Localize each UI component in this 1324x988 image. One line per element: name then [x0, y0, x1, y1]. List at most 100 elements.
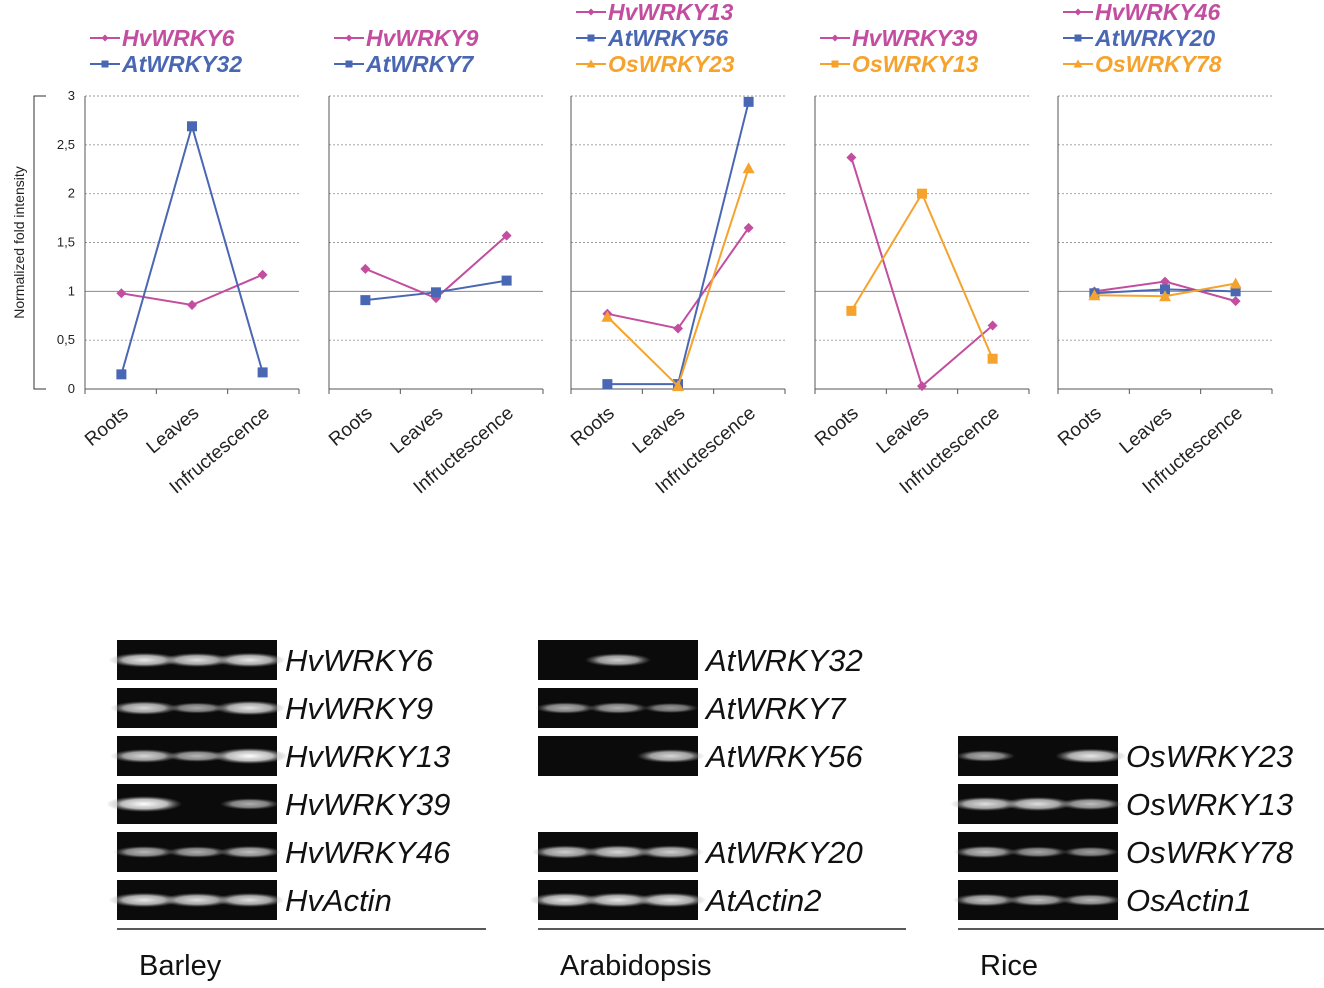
data-point	[360, 263, 371, 274]
category-label: Leaves	[629, 403, 689, 458]
category-label: Leaves	[873, 403, 933, 458]
category-label: Roots	[811, 403, 863, 451]
species-label: Rice	[980, 950, 1038, 982]
legend-marker	[831, 34, 839, 42]
gel-band	[218, 845, 282, 859]
gel-band	[211, 748, 288, 764]
data-point	[116, 288, 127, 299]
data-point	[116, 369, 127, 380]
data-point	[187, 121, 197, 132]
gel-band	[166, 750, 228, 762]
gel-band	[637, 845, 704, 859]
data-point	[743, 222, 754, 233]
gel-band	[636, 749, 705, 763]
legend-entry: HvWRKY46	[1095, 0, 1220, 25]
legend-marker	[1074, 34, 1082, 42]
gel-panel-barley: HvWRKY6 HvWRKY9 HvWRKY13 HvWRKY39 HvWRKY46 Hv…	[106, 640, 486, 982]
data-point	[743, 96, 754, 107]
category-label: Roots	[567, 403, 619, 451]
data-point	[187, 300, 197, 311]
legend-marker	[345, 34, 353, 42]
gel-band	[106, 796, 183, 812]
gel-band	[162, 892, 232, 908]
species-label: Barley	[139, 950, 222, 982]
category-label: Roots	[81, 403, 133, 451]
gel-row-label: HvActin	[285, 883, 392, 918]
gel-row-label: OsWRKY13	[1126, 787, 1293, 822]
series-line-AtWRKY32	[120, 122, 264, 375]
legend-marker	[831, 60, 839, 68]
chart-panel-4: Roots LeavesInfructescenceHvWRKY39OsWRKY1…	[811, 25, 1030, 498]
gel-panel-arabidopsis: AtWRKY32 AtWRKY7 AtWRKY56 AtWRKY20 AtActin2 A…	[529, 640, 906, 982]
gel-row-label: HvWRKY46	[285, 835, 451, 870]
category-label: Leaves	[1116, 403, 1176, 458]
category-label: Leaves	[143, 403, 203, 458]
species-label: Arabidopsis	[560, 950, 712, 982]
data-point	[501, 275, 512, 286]
y-axis-bracket	[33, 95, 46, 390]
gel-band	[1008, 846, 1068, 858]
data-point	[917, 188, 927, 199]
data-point	[257, 269, 268, 280]
y-tick-label: 2,5	[57, 137, 75, 152]
gel-band	[588, 702, 648, 714]
gel-band	[167, 702, 227, 714]
data-point	[1088, 289, 1101, 301]
gel-band	[214, 700, 286, 716]
gel-band	[950, 796, 1020, 812]
gel-band	[1060, 894, 1122, 906]
category-label: Roots	[1054, 403, 1106, 451]
legend-entry: HvWRKY39	[852, 25, 977, 51]
legend-marker	[1073, 59, 1083, 68]
gel-band	[1003, 796, 1073, 812]
gel-band	[953, 845, 1017, 859]
legend-entry: OsWRKY23	[608, 51, 735, 77]
series-line-OsWRKY13	[850, 191, 994, 360]
series-line-AtWRKY56	[607, 101, 750, 386]
gel-row-label: OsWRKY23	[1126, 739, 1293, 774]
data-point	[846, 152, 857, 163]
gel-band	[535, 702, 596, 714]
y-tick-label: 2	[68, 186, 75, 201]
legend-marker	[1074, 8, 1082, 16]
gel-row-label: HvWRKY39	[285, 787, 450, 822]
legend-entry: OsWRKY13	[852, 51, 979, 77]
gel-band	[955, 750, 1016, 762]
gel-row-label: AtWRKY56	[704, 739, 864, 774]
data-point	[1160, 284, 1170, 295]
gel-band	[1062, 846, 1120, 858]
legend-entry: AtWRKY56	[607, 25, 728, 51]
y-tick-label: 1,5	[57, 235, 75, 250]
gel-band	[582, 892, 654, 908]
gel-row-label: AtWRKY7	[704, 691, 847, 726]
data-point	[672, 380, 684, 392]
data-point	[987, 353, 998, 364]
category-label: Leaves	[387, 403, 447, 458]
chart-panel-1: 0 0,5 1 1,5 2 2,5 3 Normalized fold intensity Ro…	[11, 25, 300, 498]
legend-marker	[587, 34, 595, 42]
gel-row-label: AtWRKY20	[704, 835, 863, 870]
chart-panel-5: Roots LeavesInfructescenceHvWRKY46AtWRKY2…	[1054, 0, 1273, 498]
gel-panel-rice: OsWRKY23 OsWRKY13 OsWRKY78 OsActin1 Rice	[950, 736, 1324, 982]
data-point	[601, 310, 614, 322]
gel-row-label: AtActin2	[704, 883, 821, 918]
gel-band	[113, 846, 175, 858]
y-axis-title: Normalized fold intensity	[11, 166, 27, 319]
gel-band	[215, 892, 285, 908]
y-tick-label: 0	[68, 381, 75, 396]
data-point	[673, 323, 683, 334]
legend-entry: HvWRKY9	[366, 25, 479, 51]
gel-row-label: AtWRKY32	[704, 643, 863, 678]
gel-band	[635, 892, 707, 908]
legend-marker	[587, 8, 595, 16]
legend-marker	[586, 59, 596, 68]
series-line-OsWRKY23	[606, 167, 750, 388]
legend-entry: AtWRKY20	[1094, 25, 1215, 51]
legend-marker	[101, 60, 109, 68]
legend-entry: OsWRKY78	[1095, 51, 1222, 77]
category-label: Roots	[325, 403, 377, 451]
gel-band	[643, 702, 699, 714]
gel-band	[1055, 748, 1127, 764]
